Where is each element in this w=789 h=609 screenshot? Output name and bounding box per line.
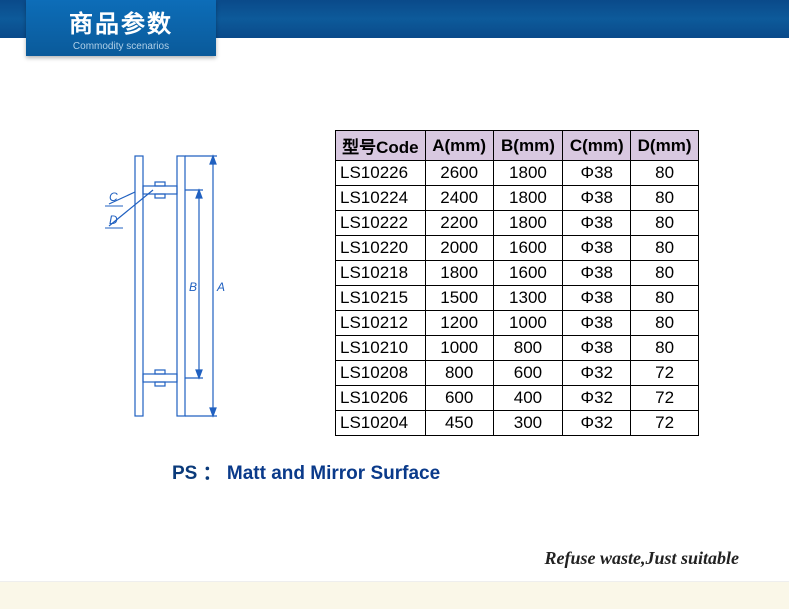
table-cell: LS10220 <box>336 236 426 261</box>
table-cell: 450 <box>425 411 493 436</box>
table-row: LS1021515001300Φ3880 <box>336 286 699 311</box>
table-cell: 80 <box>631 286 699 311</box>
col-header-c: C(mm) <box>563 131 631 161</box>
spec-table: 型号Code A(mm) B(mm) C(mm) D(mm) LS1022626… <box>335 130 699 436</box>
table-row: LS10206600400Φ3272 <box>336 386 699 411</box>
title-cn: 商品参数 <box>69 4 173 39</box>
table-cell: LS10208 <box>336 361 426 386</box>
table-header-row: 型号Code A(mm) B(mm) C(mm) D(mm) <box>336 131 699 161</box>
table-cell: Φ38 <box>563 186 631 211</box>
dim-a-label: A <box>216 280 225 294</box>
table-cell: 800 <box>425 361 493 386</box>
bottom-edge <box>0 581 789 609</box>
table-cell: 80 <box>631 261 699 286</box>
table-cell: 72 <box>631 386 699 411</box>
table-cell: 1800 <box>425 261 493 286</box>
table-cell: 400 <box>493 386 563 411</box>
table-cell: 1500 <box>425 286 493 311</box>
table-cell: 72 <box>631 411 699 436</box>
dim-c-label: C <box>109 190 118 204</box>
table-cell: Φ38 <box>563 211 631 236</box>
dim-d-label: D <box>109 213 118 227</box>
table-row: LS1022222001800Φ3880 <box>336 211 699 236</box>
table-cell: 1000 <box>425 336 493 361</box>
table-cell: 1800 <box>493 211 563 236</box>
table-row: LS1021818001600Φ3880 <box>336 261 699 286</box>
col-header-d: D(mm) <box>631 131 699 161</box>
table-cell: Φ32 <box>563 411 631 436</box>
dim-b-label: B <box>189 280 197 294</box>
table-cell: 800 <box>493 336 563 361</box>
table-cell: Φ32 <box>563 361 631 386</box>
table-cell: LS10222 <box>336 211 426 236</box>
table-cell: 80 <box>631 161 699 186</box>
table-cell: Φ32 <box>563 386 631 411</box>
table-cell: 600 <box>425 386 493 411</box>
table-cell: 2600 <box>425 161 493 186</box>
col-header-code: 型号Code <box>336 131 426 161</box>
table-cell: LS10210 <box>336 336 426 361</box>
table-cell: 1300 <box>493 286 563 311</box>
table-cell: 1200 <box>425 311 493 336</box>
table-cell: Φ38 <box>563 311 631 336</box>
ps-label: PS ： <box>172 463 222 484</box>
table-cell: 80 <box>631 236 699 261</box>
table-cell: 1600 <box>493 236 563 261</box>
ps-text: Matt and Mirror Surface <box>227 463 440 484</box>
header-bar: 商品参数 Commodity scenarios <box>0 0 789 38</box>
table-cell: LS10224 <box>336 186 426 211</box>
table-cell: Φ38 <box>563 261 631 286</box>
table-row: LS1021212001000Φ3880 <box>336 311 699 336</box>
table-cell: 1800 <box>493 186 563 211</box>
table-row: LS102101000800Φ3880 <box>336 336 699 361</box>
table-cell: LS10212 <box>336 311 426 336</box>
table-cell: LS10215 <box>336 286 426 311</box>
table-cell: LS10218 <box>336 261 426 286</box>
table-cell: LS10206 <box>336 386 426 411</box>
table-cell: 2400 <box>425 186 493 211</box>
table-cell: 1600 <box>493 261 563 286</box>
handle-diagram: A B C D <box>105 146 255 426</box>
table-cell: Φ38 <box>563 336 631 361</box>
table-cell: Φ38 <box>563 236 631 261</box>
table-cell: 80 <box>631 311 699 336</box>
table-cell: Φ38 <box>563 161 631 186</box>
table-cell: 300 <box>493 411 563 436</box>
table-cell: LS10226 <box>336 161 426 186</box>
table-cell: Φ38 <box>563 286 631 311</box>
tagline: Refuse waste,Just suitable <box>544 548 739 569</box>
table-cell: 80 <box>631 336 699 361</box>
table-cell: 2200 <box>425 211 493 236</box>
table-cell: 2000 <box>425 236 493 261</box>
table-cell: LS10204 <box>336 411 426 436</box>
table-cell: 600 <box>493 361 563 386</box>
table-cell: 1800 <box>493 161 563 186</box>
table-row: LS1022626001800Φ3880 <box>336 161 699 186</box>
table-row: LS10208800600Φ3272 <box>336 361 699 386</box>
table-cell: 72 <box>631 361 699 386</box>
table-cell: 80 <box>631 186 699 211</box>
ps-line: PS ： Matt and Mirror Surface <box>172 458 440 485</box>
table-row: LS10204450300Φ3272 <box>336 411 699 436</box>
col-header-b: B(mm) <box>493 131 563 161</box>
content-area: A B C D 型号Code A(mm) B(mm) C(mm) D(mm) L… <box>0 38 789 609</box>
table-cell: 1000 <box>493 311 563 336</box>
table-row: LS1022424001800Φ3880 <box>336 186 699 211</box>
table-cell: 80 <box>631 211 699 236</box>
col-header-a: A(mm) <box>425 131 493 161</box>
table-row: LS1022020001600Φ3880 <box>336 236 699 261</box>
